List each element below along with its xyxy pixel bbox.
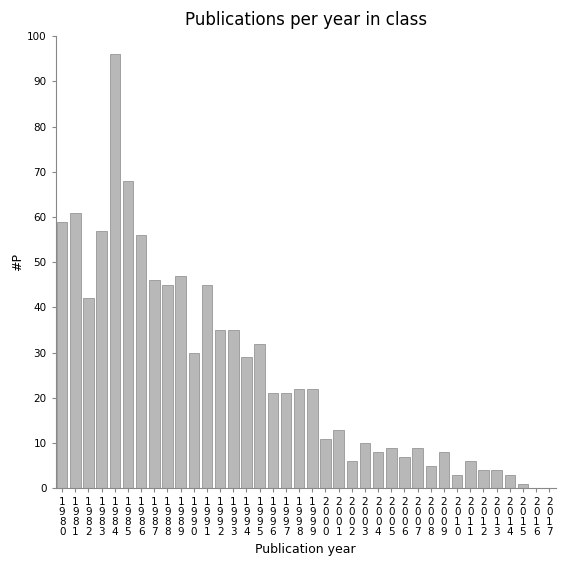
Bar bbox=[518, 484, 528, 488]
Bar bbox=[320, 439, 331, 488]
Bar bbox=[412, 447, 423, 488]
Bar bbox=[505, 475, 515, 488]
Bar bbox=[96, 231, 107, 488]
Bar bbox=[426, 466, 436, 488]
Bar bbox=[399, 456, 410, 488]
Bar bbox=[162, 285, 173, 488]
X-axis label: Publication year: Publication year bbox=[255, 543, 356, 556]
Bar bbox=[215, 330, 226, 488]
Bar bbox=[268, 393, 278, 488]
Bar bbox=[228, 330, 239, 488]
Bar bbox=[202, 285, 212, 488]
Bar bbox=[175, 276, 186, 488]
Bar bbox=[255, 344, 265, 488]
Bar bbox=[478, 470, 489, 488]
Bar bbox=[281, 393, 291, 488]
Bar bbox=[307, 389, 318, 488]
Bar bbox=[373, 452, 383, 488]
Bar bbox=[333, 430, 344, 488]
Bar bbox=[241, 357, 252, 488]
Bar bbox=[452, 475, 463, 488]
Bar bbox=[359, 443, 370, 488]
Bar bbox=[70, 213, 81, 488]
Bar bbox=[492, 470, 502, 488]
Bar bbox=[346, 461, 357, 488]
Bar bbox=[465, 461, 476, 488]
Bar bbox=[149, 280, 159, 488]
Bar bbox=[439, 452, 449, 488]
Bar bbox=[136, 235, 146, 488]
Bar bbox=[189, 353, 199, 488]
Bar bbox=[57, 222, 67, 488]
Y-axis label: #P: #P bbox=[11, 253, 24, 271]
Bar bbox=[83, 298, 94, 488]
Bar bbox=[122, 181, 133, 488]
Bar bbox=[294, 389, 304, 488]
Bar bbox=[386, 447, 396, 488]
Title: Publications per year in class: Publications per year in class bbox=[185, 11, 427, 29]
Bar bbox=[109, 54, 120, 488]
